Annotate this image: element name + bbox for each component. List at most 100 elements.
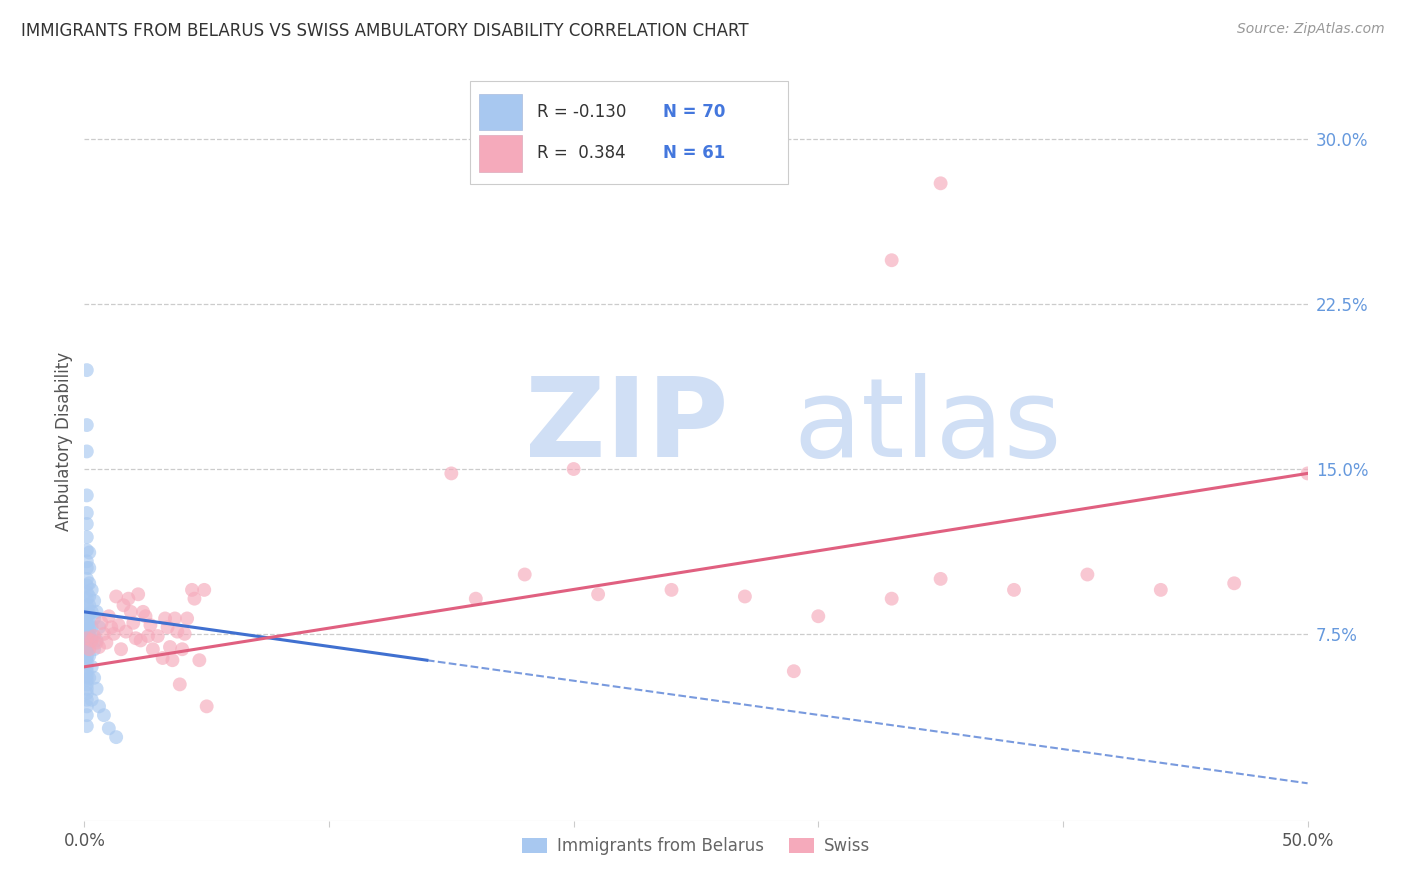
Point (76, 418, 98, 433)
Point (139, 618, 162, 632)
Point (173, 627, 195, 641)
Point (77, 623, 100, 637)
Point (112, 599, 135, 613)
Point (76, 591, 98, 606)
Point (586, 587, 609, 601)
Point (76, 585, 98, 599)
Point (77, 648, 100, 663)
Point (464, 591, 486, 606)
Point (86, 681, 108, 696)
Point (77, 615, 100, 630)
Point (77, 561, 100, 575)
Point (77, 635, 100, 649)
Point (80, 605, 103, 619)
FancyBboxPatch shape (470, 81, 787, 184)
Legend: Immigrants from Belarus, Swiss: Immigrants from Belarus, Swiss (515, 830, 877, 862)
Point (132, 605, 155, 619)
Point (80, 620, 103, 634)
Point (76, 627, 98, 641)
Point (103, 627, 125, 641)
Point (76, 642, 98, 657)
Point (146, 629, 169, 643)
Y-axis label: Ambulatory Disability: Ambulatory Disability (55, 352, 73, 531)
Point (1076, 567, 1098, 582)
Point (76, 668, 98, 682)
Point (159, 640, 181, 654)
Point (86, 633, 108, 648)
Point (76, 506, 98, 520)
Point (76, 605, 98, 619)
Point (183, 591, 205, 606)
Point (77, 576, 100, 591)
Point (513, 567, 536, 582)
Text: Source: ZipAtlas.com: Source: ZipAtlas.com (1237, 22, 1385, 37)
Point (783, 664, 806, 678)
Point (562, 462, 585, 476)
Point (76, 618, 98, 632)
Point (83, 671, 105, 685)
Point (76, 623, 98, 637)
Point (76, 692, 98, 706)
Point (152, 651, 174, 665)
Point (76, 719, 98, 733)
Point (76, 554, 98, 568)
Point (880, 253, 903, 268)
Point (107, 618, 129, 632)
Point (87, 620, 110, 634)
Point (76, 530, 98, 544)
Point (76, 363, 98, 377)
Point (661, 582, 683, 597)
Point (76, 609, 98, 624)
Point (105, 730, 128, 744)
Point (76, 644, 98, 658)
Point (440, 467, 463, 481)
Point (76, 651, 98, 665)
Text: IMMIGRANTS FROM BELARUS VS SWISS AMBULATORY DISABILITY CORRELATION CHART: IMMIGRANTS FROM BELARUS VS SWISS AMBULAT… (21, 22, 749, 40)
Point (105, 590, 128, 604)
Point (129, 633, 152, 648)
Point (76, 444, 98, 458)
Point (77, 545, 100, 559)
Point (76, 664, 98, 678)
Point (76, 677, 98, 691)
Point (76, 543, 98, 558)
Point (76, 516, 98, 531)
Point (87, 640, 110, 654)
Point (77, 590, 100, 604)
Point (83, 629, 105, 643)
Point (115, 624, 138, 639)
Point (166, 624, 188, 639)
Point (77, 599, 100, 613)
Point (77, 671, 100, 685)
Point (76, 572, 98, 586)
Point (77, 642, 100, 657)
Point (97, 609, 120, 624)
Point (156, 620, 179, 634)
Point (77, 607, 100, 621)
Point (76, 708, 98, 723)
Point (100, 620, 122, 634)
Point (97, 722, 120, 736)
Point (117, 591, 139, 606)
Point (83, 594, 105, 608)
Point (142, 642, 165, 657)
Point (76, 660, 98, 674)
Point (76, 686, 98, 700)
Point (929, 177, 952, 191)
Point (87, 699, 110, 714)
Point (880, 591, 903, 606)
Point (1150, 582, 1173, 597)
Point (86, 605, 108, 619)
Point (80, 660, 103, 674)
Point (76, 488, 98, 502)
Point (76, 578, 98, 592)
FancyBboxPatch shape (479, 94, 522, 130)
Point (193, 582, 215, 597)
Point (76, 648, 98, 663)
Point (136, 629, 159, 643)
Point (195, 699, 218, 714)
Point (76, 632, 98, 646)
Text: R = -0.130: R = -0.130 (537, 103, 626, 120)
Point (734, 590, 756, 604)
Point (80, 632, 103, 646)
